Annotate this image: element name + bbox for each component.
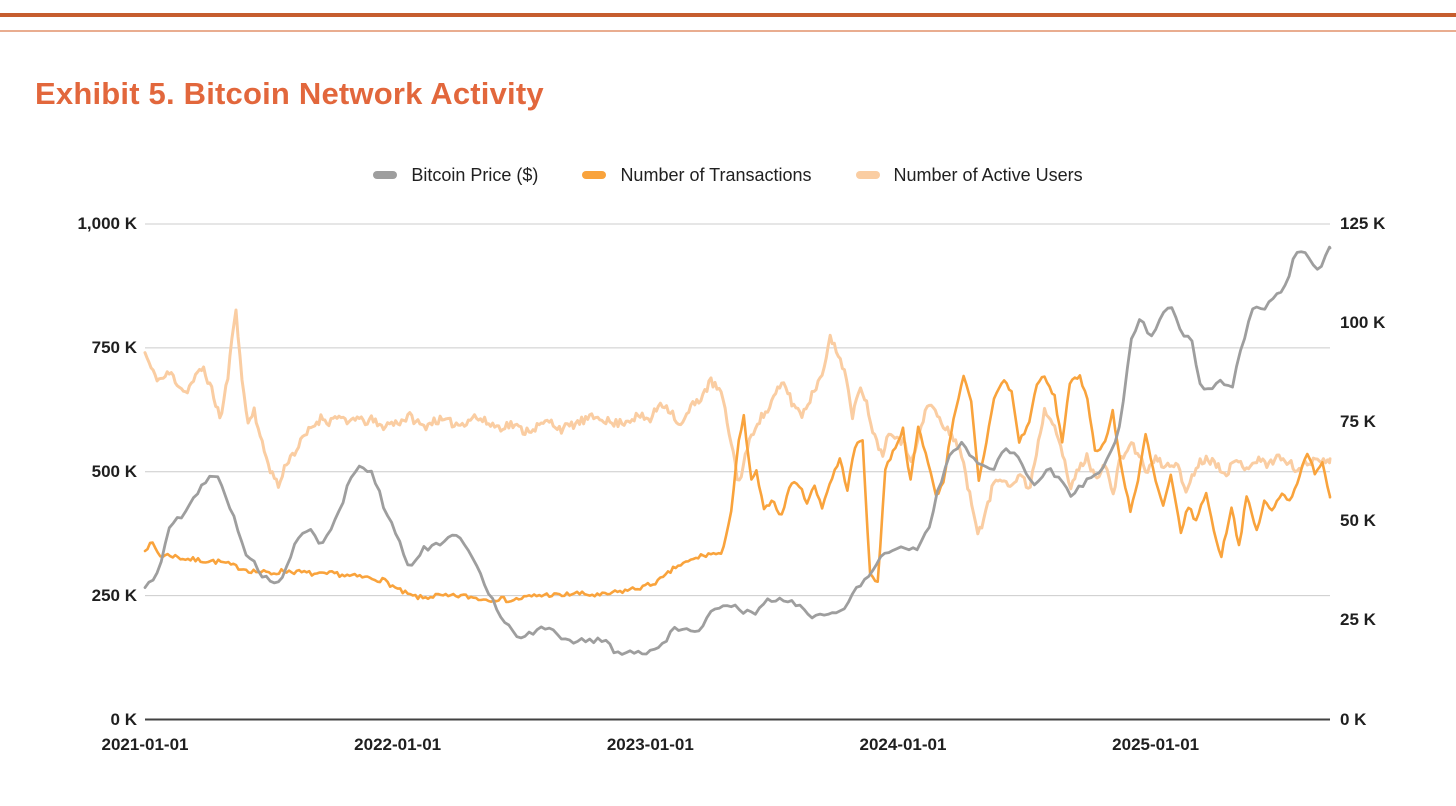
left-axis-tick-label: 0 K [110, 709, 137, 729]
legend-label-bitcoin-price: Bitcoin Price ($) [411, 164, 539, 185]
left-axis-tick-label: 1,000 K [77, 214, 137, 233]
series-line-active-users [143, 308, 1332, 536]
legend-item-transactions: Number of Transactions [582, 164, 812, 186]
legend-swatch-active-users [855, 171, 880, 179]
right-axis-tick-label: 75 K [1340, 412, 1376, 432]
right-axis-tick-label: 100 K [1340, 313, 1386, 333]
chart-legend: Bitcoin Price ($) Number of Transactions… [0, 162, 1456, 188]
legend-label-transactions: Number of Transactions [620, 164, 812, 185]
header-rule-thin [0, 30, 1456, 32]
x-axis-tick-label: 2023-01-01 [606, 735, 694, 754]
series-line-transactions [143, 374, 1332, 604]
series-line-bitcoin-price [143, 245, 1332, 656]
x-axis-tick-label: 2024-01-01 [859, 735, 947, 754]
x-axis-tick-label: 2021-01-01 [101, 735, 189, 754]
right-axis-tick-label: 50 K [1340, 511, 1376, 531]
right-axis-tick-label: 0 K [1340, 709, 1367, 729]
legend-label-active-users: Number of Active Users [893, 164, 1083, 185]
x-axis-tick-label: 2022-01-01 [354, 735, 442, 754]
header-rule-thick [0, 13, 1456, 17]
legend-swatch-transactions [582, 171, 607, 179]
legend-swatch-bitcoin-price [373, 171, 398, 179]
right-axis-tick-label: 125 K [1340, 214, 1386, 233]
gridlines [145, 223, 1330, 597]
x-axis-tick-label: 2025-01-01 [1112, 735, 1200, 754]
left-axis-tick-label: 500 K [91, 461, 137, 481]
right-axis-tick-label: 25 K [1340, 610, 1376, 630]
page-title: Exhibit 5. Bitcoin Network Activity [35, 76, 544, 111]
left-axis-tick-label: 250 K [91, 585, 137, 605]
legend-item-bitcoin-price: Bitcoin Price ($) [373, 165, 538, 186]
left-axis-tick-label: 750 K [91, 337, 137, 357]
legend-item-active-users: Number of Active Users [855, 164, 1083, 186]
